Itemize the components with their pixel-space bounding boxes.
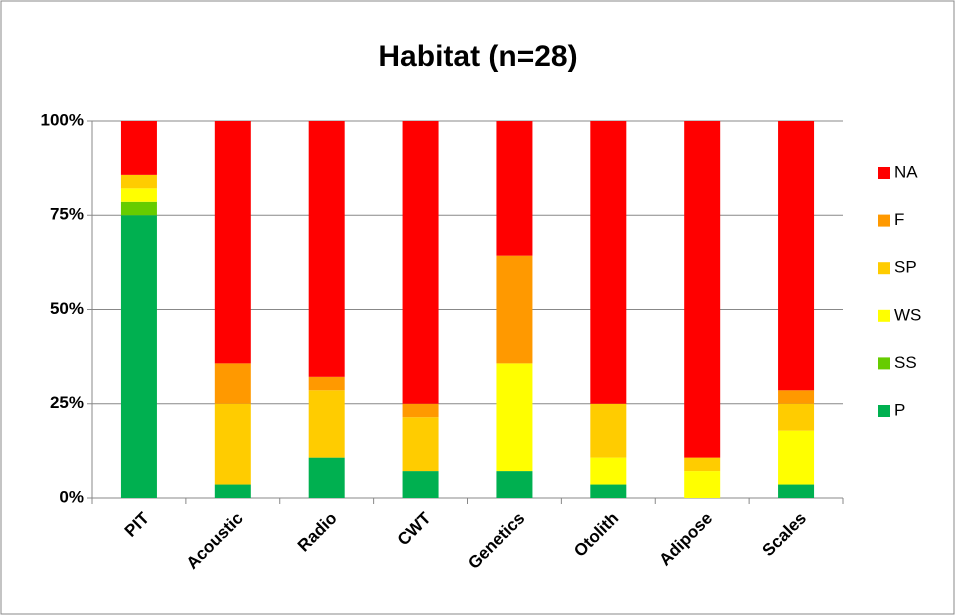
legend-label: WS xyxy=(894,305,921,324)
bar-segment xyxy=(684,471,721,498)
bar-segment xyxy=(496,255,533,364)
bar-segment xyxy=(402,403,439,418)
chart-title: Habitat (n=28) xyxy=(378,40,577,73)
bar-segment xyxy=(120,121,157,175)
bar-segment xyxy=(778,484,815,498)
bar-segment xyxy=(778,390,815,404)
legend-swatch xyxy=(878,309,890,322)
bar-segment xyxy=(308,121,345,377)
bar-segment xyxy=(496,363,533,472)
bar-segment xyxy=(214,484,251,498)
bar-segment xyxy=(684,121,721,458)
legend-label: NA xyxy=(894,162,918,181)
y-tick-label: 100% xyxy=(41,110,84,129)
y-tick-label: 25% xyxy=(50,393,84,412)
legend-label: SP xyxy=(894,258,917,277)
legend-label: F xyxy=(894,210,904,229)
bar-segment xyxy=(214,121,251,364)
legend-swatch xyxy=(878,262,890,275)
bar-segment xyxy=(214,363,251,404)
bar-segment xyxy=(590,484,627,498)
bar-segment xyxy=(214,403,251,485)
bar-segment xyxy=(778,121,815,391)
bar-segment xyxy=(590,121,627,404)
legend-label: P xyxy=(894,400,905,419)
bar-segment xyxy=(590,457,627,485)
legend-swatch xyxy=(878,167,890,179)
bar-segment xyxy=(120,188,157,202)
bar-segment xyxy=(778,403,815,431)
legend-swatch xyxy=(878,357,890,370)
bar-segment xyxy=(120,215,157,498)
bar-segment xyxy=(590,403,627,458)
bar-segment xyxy=(496,471,533,498)
bar-segment xyxy=(120,174,157,189)
legend-swatch xyxy=(878,214,890,227)
bar-segment xyxy=(308,457,345,498)
y-tick-label: 0% xyxy=(59,487,84,506)
bar-segment xyxy=(308,390,345,458)
bar-segment xyxy=(120,201,157,216)
legend-label: SS xyxy=(894,353,917,372)
bar-segment xyxy=(308,376,345,391)
bar-segment xyxy=(778,430,815,485)
bar-segment xyxy=(402,471,439,498)
bar-segment xyxy=(402,417,439,472)
bar-segment xyxy=(684,457,721,472)
y-tick-label: 75% xyxy=(50,205,84,224)
bar-segment xyxy=(496,121,533,256)
bar-segment xyxy=(402,121,439,404)
y-tick-label: 50% xyxy=(50,299,84,318)
legend-swatch xyxy=(878,405,890,417)
